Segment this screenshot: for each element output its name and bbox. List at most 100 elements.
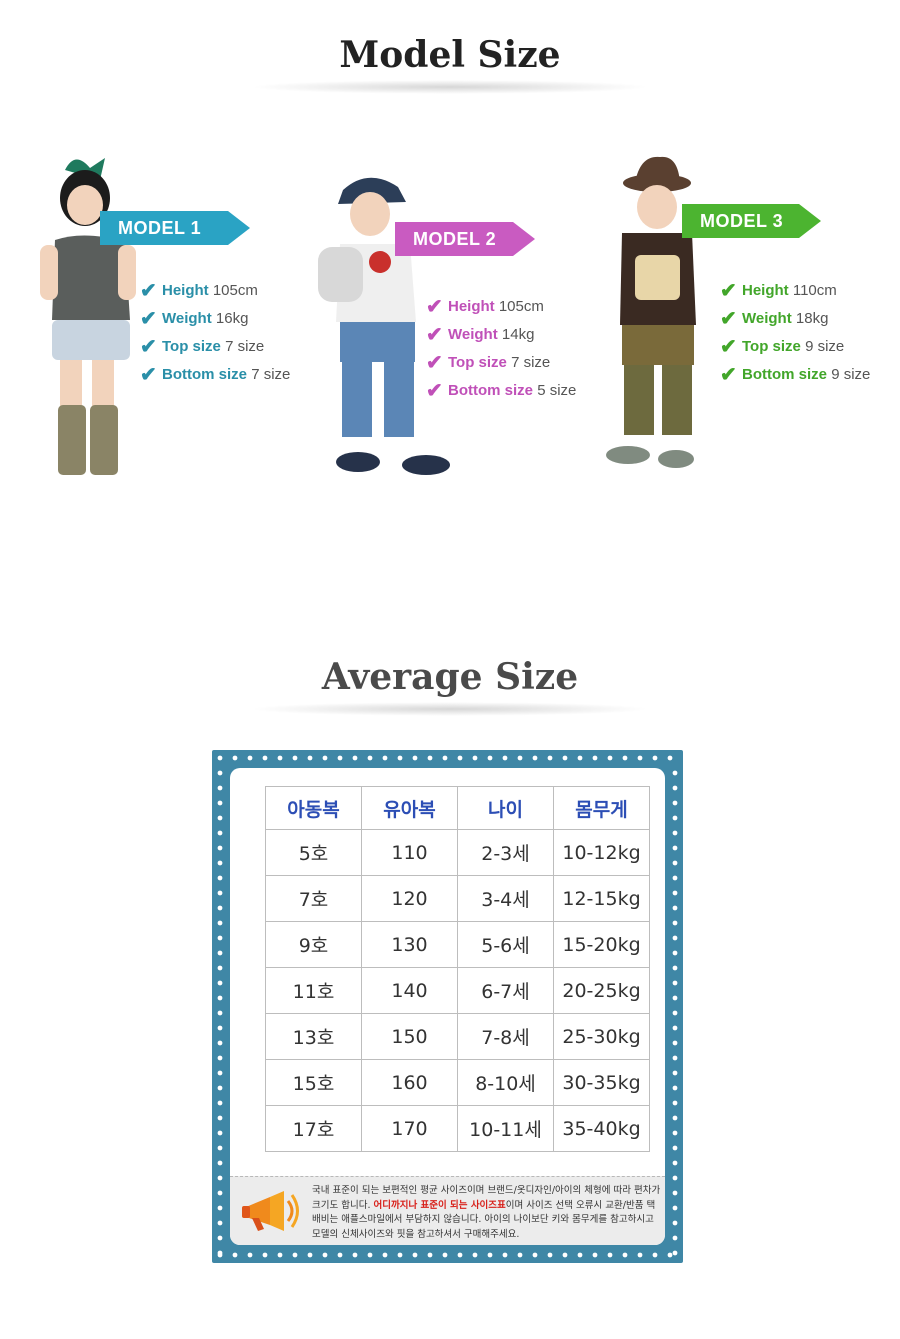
check-icon: ✔ [140,364,157,386]
border-dot [592,755,598,761]
border-dot [217,860,223,866]
border-dot [637,1252,643,1258]
model-2-label: MODEL 2 [413,229,497,249]
header-kids: 아동복 [265,786,362,830]
header-infant: 유아복 [361,786,458,830]
border-dot [577,1252,583,1258]
border-dot [672,845,678,851]
spec-height: ✔ Height 105cm [140,277,290,305]
border-dot [672,1130,678,1136]
border-dot [217,1055,223,1061]
border-dot [672,815,678,821]
border-dot [232,755,238,761]
border-dot [517,1252,523,1258]
border-dot [367,755,373,761]
spec-bottom-size: ✔ Bottom size 9 size [720,361,870,389]
border-dot [672,890,678,896]
model-1-specs: ✔ Height 105cm ✔ Weight 16kg ✔ Top size 7 s… [140,277,290,389]
border-dot [667,755,673,761]
cell: 11호 [265,967,362,1014]
border-dot [382,755,388,761]
cell: 150 [361,1013,458,1060]
spec-weight: ✔ Weight 18kg [720,305,870,333]
border-dot [217,890,223,896]
border-dot [672,1100,678,1106]
border-dot [532,1252,538,1258]
model-3-label: MODEL 3 [700,211,784,231]
cell: 120 [361,875,458,922]
spec-bottom-size: ✔ Bottom size 5 size [426,377,576,405]
border-dot [487,1252,493,1258]
border-dot [262,1252,268,1258]
border-dot [367,1252,373,1258]
spec-height: ✔ Height 110cm [720,277,870,305]
size-table: 아동복 유아복 나이 몸무게 5호 110 2-3세 10-12kg 7호 120 3-4… [265,786,650,1152]
border-dot [517,755,523,761]
cell: 140 [361,967,458,1014]
notice-text: 국내 표준이 되는 보편적인 평균 사이즈이며 브랜드/옷디자인/아이의 체형에… [312,1185,661,1240]
border-dot [672,800,678,806]
border-dot [607,1252,613,1258]
spec-weight: ✔ Weight 16kg [140,305,290,333]
cell: 25-30kg [553,1013,650,1060]
table-row: 17호 170 10-11세 35-40kg [265,1105,650,1152]
border-dot [247,1252,253,1258]
model-size-title: Model Size [339,34,561,76]
title-shadow [250,80,650,94]
title-shadow [250,702,650,716]
border-dot [217,815,223,821]
border-dot [672,1220,678,1226]
border-dot [672,785,678,791]
border-dot [672,770,678,776]
table-header-row: 아동복 유아복 나이 몸무게 [265,786,650,830]
border-dot [217,980,223,986]
border-dot [217,1085,223,1091]
spec-height: ✔ Height 105cm [426,293,576,321]
border-dot [427,755,433,761]
border-dot [672,875,678,881]
border-dot [217,770,223,776]
border-dot [672,905,678,911]
border-dot [322,1252,328,1258]
border-dot [672,980,678,986]
spec-weight: ✔ Weight 14kg [426,321,576,349]
border-dot [622,755,628,761]
model-2-photo [318,177,450,475]
border-dot [672,995,678,1001]
border-dot [307,755,313,761]
border-dot [232,1252,238,1258]
border-dot [217,935,223,941]
border-dot [217,785,223,791]
border-dot [217,1025,223,1031]
border-dot [547,755,553,761]
average-size-title: Average Size [321,656,579,698]
border-dot [472,755,478,761]
border-dot [217,1145,223,1151]
border-dot [442,755,448,761]
border-dot [672,1175,678,1181]
border-dot [672,1235,678,1241]
cell: 5호 [265,829,362,876]
border-dot [217,920,223,926]
cell: 9호 [265,921,362,968]
border-dot [472,1252,478,1258]
border-dot [397,755,403,761]
megaphone-icon [242,1191,299,1231]
model-3-specs: ✔ Height 110cm ✔ Weight 18kg ✔ Top size 9 s… [720,277,870,389]
cell: 3-4세 [457,875,554,922]
check-icon: ✔ [140,308,157,330]
spec-bottom-size: ✔ Bottom size 7 size [140,361,290,389]
border-dot [672,965,678,971]
border-dot [672,1145,678,1151]
cell: 17호 [265,1105,362,1152]
border-dot [672,1040,678,1046]
border-dot [672,830,678,836]
table-row: 9호 130 5-6세 15-20kg [265,921,650,968]
border-dot [487,755,493,761]
check-icon: ✔ [140,336,157,358]
spec-top-size: ✔ Top size 9 size [720,333,870,361]
table-row: 11호 140 6-7세 20-25kg [265,967,650,1014]
check-icon: ✔ [720,308,737,330]
model-3-photo [606,156,696,468]
cell: 170 [361,1105,458,1152]
